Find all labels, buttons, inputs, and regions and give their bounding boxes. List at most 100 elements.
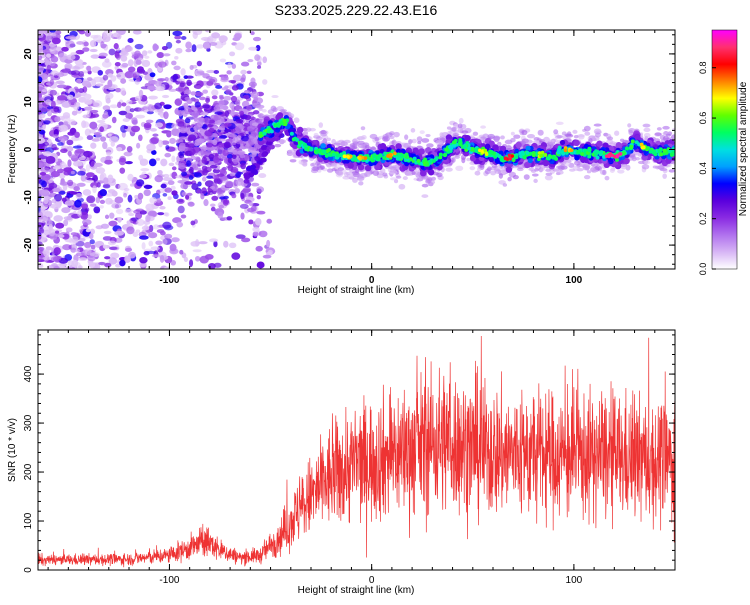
heatmap-cell [299,160,303,164]
heatmap-cell [643,128,650,132]
heatmap-cell [203,117,209,123]
heatmap-cell [78,157,85,161]
heatmap-cell [180,128,187,134]
heatmap-cell [190,91,196,95]
heatmap-cell [210,186,215,189]
heatmap-cell [150,72,156,77]
heatmap-cell [314,133,319,137]
heatmap-cell [138,155,143,161]
heatmap-cell [248,142,254,146]
heatmap-cell [231,96,237,102]
heatmap-cell [85,31,91,37]
heatmap-cell [176,40,181,44]
heatmap-cell [90,239,95,244]
heatmap-cell [361,135,367,140]
heatmap-cell [290,159,297,162]
heatmap-cell [114,43,119,49]
heatmap-cell [93,35,102,42]
heatmap-cell [171,190,177,195]
heatmap-cell [240,193,244,199]
heatmap-cell [662,126,669,130]
heatmap-cell [205,98,210,103]
heatmap-cell [94,241,103,246]
heatmap-cell [135,60,141,65]
heatmap-cell [174,56,178,60]
heatmap-cell [411,128,416,133]
heatmap-cell [127,174,133,181]
heatmap-cell [227,216,233,220]
heatmap-cell [396,176,401,179]
heatmap-cell [353,173,361,177]
heatmap-cell [350,143,356,147]
heatmap-cell [219,95,224,98]
heatmap-cell [178,206,185,214]
heatmap-cell [176,222,183,228]
heatmap-cell [426,143,433,147]
heatmap-cell [511,132,515,136]
heatmap-cell [170,244,177,251]
heatmap-cell [234,188,240,194]
heatmap-cell [157,78,166,81]
heatmap-cell [213,156,219,163]
heatmap-cell [184,257,188,262]
heatmap-cell [35,120,42,126]
heatmap-cell [236,119,243,123]
heatmap-cell [90,204,97,207]
heatmap-cell [197,117,203,121]
heatmap-cell [431,177,436,181]
heatmap-cell [578,134,585,139]
heatmap-cell [190,220,195,225]
heatmap-cell [229,134,237,138]
heatmap-cell [172,31,182,36]
heatmap-cell [164,187,172,192]
heatmap-cell [103,111,108,115]
heatmap-cell [57,107,61,114]
heatmap-cell [617,169,624,173]
heatmap-cell [196,44,204,48]
heatmap-cell [179,163,186,170]
heatmap-cell [61,207,70,213]
heatmap-cell [117,33,122,39]
heatmap-cell [228,80,236,83]
heatmap-cell [190,65,194,70]
heatmap-cell [86,195,95,203]
heatmap-cell [196,190,201,194]
heatmap-cell [112,117,117,124]
heatmap-cell [595,132,601,137]
heatmap-cell [60,181,68,185]
heatmap-cell [51,144,57,151]
heatmap-cell [162,95,169,98]
heatmap-cell [244,90,250,94]
heatmap-cell [454,155,459,158]
heatmap-cell [116,147,122,151]
heatmap-cell [506,166,512,172]
heatmap-cell [144,123,152,129]
heatmap-cell [142,226,150,231]
heatmap-cell [84,106,93,110]
heatmap-cell [45,99,51,105]
heatmap-cell [247,71,252,74]
heatmap-cell [223,200,229,205]
heatmap-cell [253,37,261,41]
heatmap-cell [242,188,251,192]
heatmap-cell [163,53,171,56]
heatmap-cell [469,166,475,170]
heatmap-cell [135,44,144,50]
heatmap-cell [243,95,250,99]
heatmap-cell [86,172,95,177]
heatmap-cell [196,85,201,89]
heatmap-cell [103,184,111,188]
heatmap-cell [393,132,400,138]
heatmap-cell [337,170,342,175]
heatmap-cell [395,143,401,149]
heatmap-cell [225,89,231,94]
heatmap-cell [45,156,55,164]
heatmap-cell [147,86,156,91]
heatmap-cell [389,170,397,175]
heatmap-cell [224,129,231,132]
heatmap-cell [331,163,337,168]
heatmap-cell [163,111,168,119]
heatmap-cell [130,108,135,112]
heatmap-cell [181,214,187,218]
